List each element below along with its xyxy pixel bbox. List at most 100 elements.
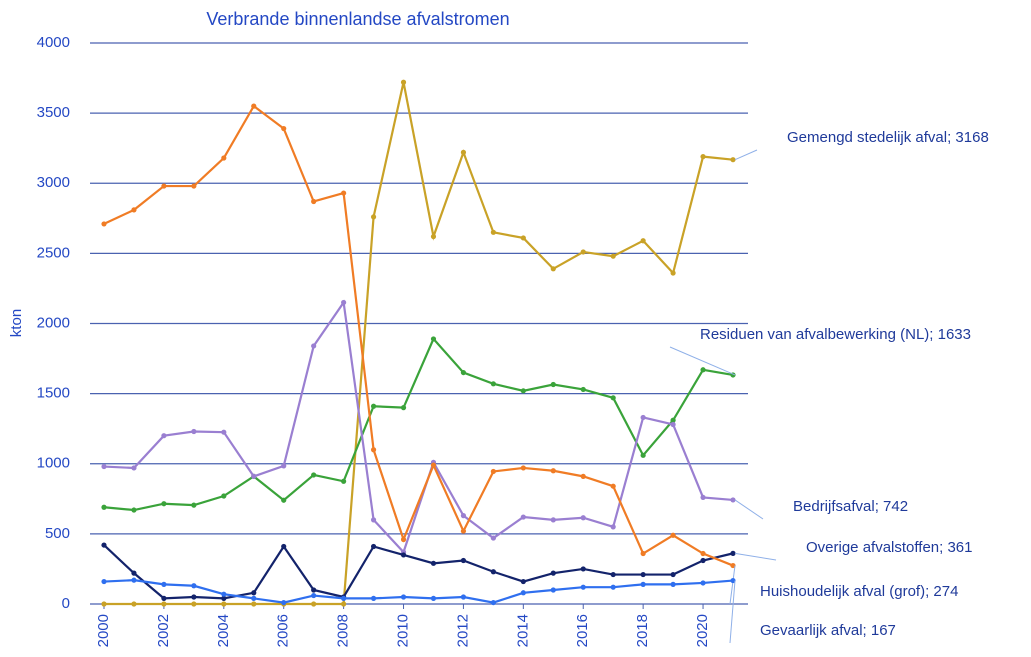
data-point <box>400 536 407 543</box>
data-point <box>251 595 257 601</box>
data-point <box>131 570 137 576</box>
y-tick-label: 4000 <box>37 34 70 51</box>
y-tick-label: 2500 <box>37 244 70 261</box>
y-tick-label: 1000 <box>37 455 70 472</box>
data-point <box>670 532 676 538</box>
data-point <box>131 601 137 607</box>
data-point <box>400 405 407 411</box>
leader-line <box>669 346 736 376</box>
data-point <box>550 517 556 523</box>
data-point <box>191 594 197 600</box>
x-tick-label: 2000 <box>95 614 112 647</box>
data-point <box>580 386 586 393</box>
y-tick-label: 2000 <box>37 314 70 331</box>
data-point <box>580 249 586 255</box>
data-point <box>221 493 227 499</box>
data-point <box>580 584 586 590</box>
data-point <box>520 590 526 596</box>
data-point <box>370 403 377 409</box>
series-line <box>104 82 734 606</box>
data-point <box>580 566 586 572</box>
data-point <box>730 497 736 503</box>
annotation: Overige afvalstoffen; 361 <box>806 539 973 556</box>
data-point <box>700 557 706 564</box>
data-point <box>610 483 616 489</box>
data-point <box>490 381 496 387</box>
data-point <box>311 343 317 349</box>
data-point <box>131 465 137 471</box>
data-point <box>400 594 407 600</box>
y-tick-label: 1500 <box>37 385 70 402</box>
data-point <box>670 571 676 578</box>
annotation: Bedrijfsafval; 742 <box>793 498 908 515</box>
data-point <box>610 584 616 590</box>
data-point <box>730 550 736 556</box>
data-point <box>400 79 407 85</box>
data-point <box>101 578 107 585</box>
data-point <box>640 452 646 458</box>
annotation: Gemengd stedelijk afval; 3168 <box>787 129 989 146</box>
x-tick-label: 2020 <box>694 614 711 647</box>
data-point <box>580 473 586 479</box>
data-point <box>700 550 706 557</box>
data-point <box>730 577 736 584</box>
data-point <box>161 601 167 607</box>
annotation: Residuen van afvalbewerking (NL); 1633 <box>700 326 971 343</box>
x-tick-label: 2002 <box>155 614 172 647</box>
data-point <box>161 433 167 439</box>
data-point <box>251 601 257 607</box>
data-point <box>400 552 407 558</box>
data-point <box>700 367 706 373</box>
data-point <box>520 388 526 394</box>
leader-line <box>734 499 764 520</box>
data-point <box>520 578 526 585</box>
data-point <box>251 473 257 479</box>
data-point <box>730 157 736 163</box>
data-point <box>161 183 167 189</box>
data-point <box>460 149 467 155</box>
data-point <box>550 570 556 576</box>
x-tick-label: 2016 <box>574 614 591 647</box>
data-point <box>490 468 496 475</box>
data-point <box>490 569 496 575</box>
leader-line <box>729 580 736 644</box>
data-point <box>191 601 197 607</box>
data-point <box>610 524 616 530</box>
data-point <box>281 497 287 503</box>
data-point <box>520 465 526 471</box>
data-point <box>700 154 706 160</box>
data-point <box>281 125 287 132</box>
data-point <box>251 103 257 109</box>
data-point <box>221 591 227 597</box>
annotation: Huishoudelijk afval (grof); 274 <box>760 583 958 600</box>
data-point <box>460 513 467 519</box>
data-point <box>251 590 257 596</box>
data-point <box>191 502 197 508</box>
data-point <box>580 515 586 521</box>
y-tick-label: 0 <box>62 595 70 612</box>
data-point <box>191 183 197 189</box>
x-tick-label: 2006 <box>275 614 292 647</box>
data-point <box>730 562 736 569</box>
leader-line <box>734 149 758 161</box>
data-point <box>490 599 496 606</box>
y-tick-label: 3500 <box>37 104 70 121</box>
y-tick-label: 3000 <box>37 174 70 191</box>
data-point <box>281 463 287 469</box>
data-point <box>341 478 347 484</box>
data-point <box>640 550 646 557</box>
data-point <box>101 221 107 227</box>
data-point <box>131 507 137 513</box>
data-point <box>640 571 646 578</box>
data-point <box>221 155 227 161</box>
data-point <box>191 583 197 589</box>
data-point <box>430 336 437 342</box>
x-tick-label: 2010 <box>394 614 411 647</box>
y-tick-label: 500 <box>45 525 70 542</box>
data-point <box>460 557 467 564</box>
x-tick-label: 2014 <box>514 614 531 647</box>
data-point <box>311 587 317 593</box>
data-point <box>700 494 706 501</box>
data-point <box>311 198 317 205</box>
data-point <box>370 595 377 601</box>
